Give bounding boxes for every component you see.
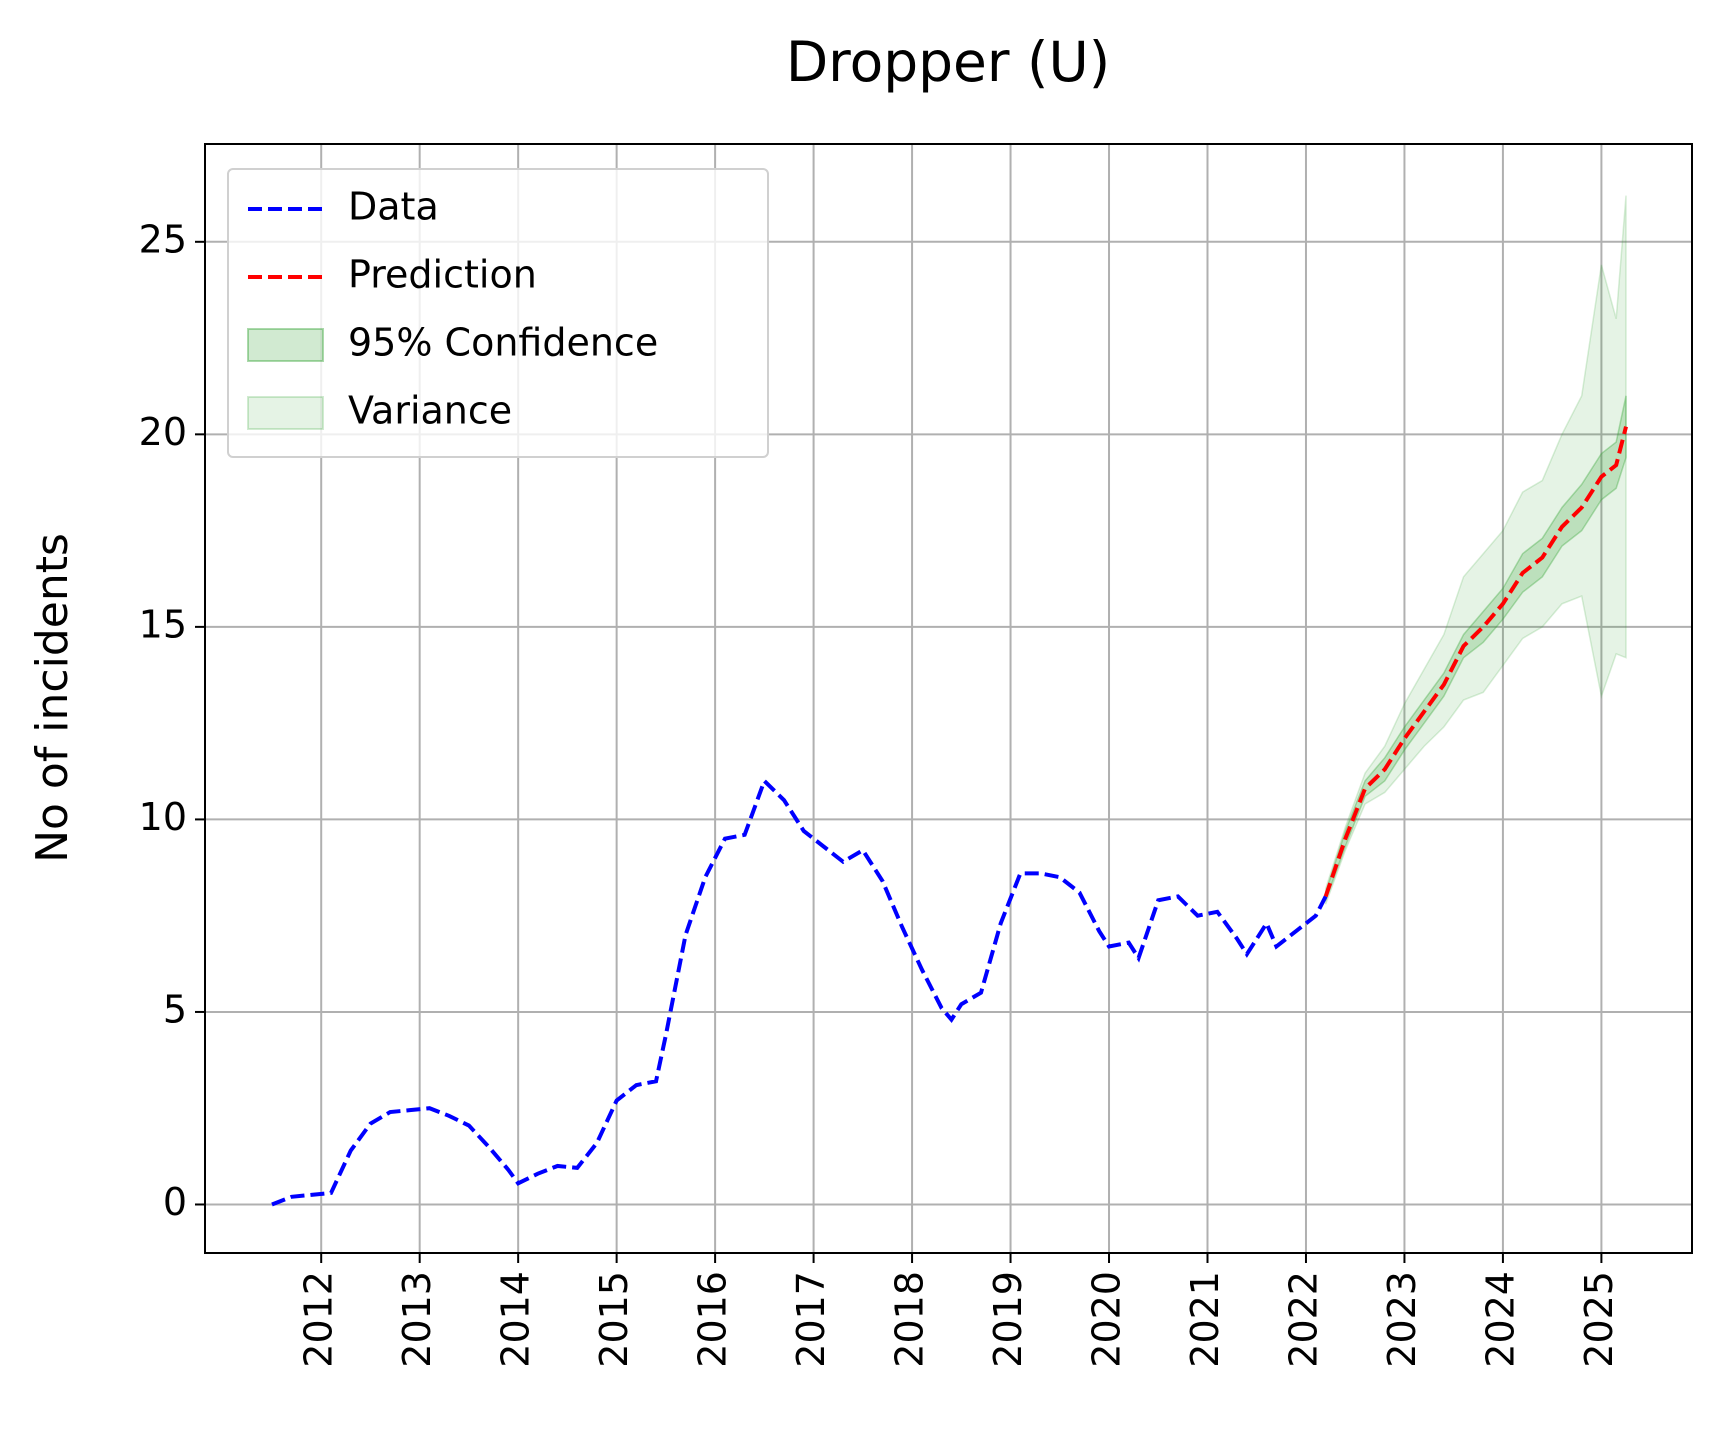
band — [1324, 395, 1627, 901]
y-tick-label: 20 — [139, 410, 187, 454]
x-tick-label: 2012 — [297, 1271, 341, 1368]
legend-label: Data — [348, 185, 439, 229]
x-tick-label: 2014 — [494, 1271, 538, 1368]
chart-title: Dropper (U) — [786, 30, 1110, 94]
x-tick-label: 2018 — [888, 1271, 932, 1368]
band — [1324, 195, 1627, 905]
legend-label: 95% Confidence — [348, 321, 658, 365]
y-tick-label: 0 — [163, 1180, 187, 1224]
x-tick-label: 2016 — [691, 1271, 735, 1368]
legend-swatch — [247, 396, 324, 430]
x-tick-label: 2013 — [395, 1271, 439, 1368]
data-line — [1323, 426, 1628, 898]
y-tick-label: 10 — [139, 795, 187, 839]
legend-swatch — [247, 328, 324, 362]
x-tick-label: 2015 — [592, 1271, 636, 1368]
x-tick-label: 2023 — [1380, 1271, 1424, 1368]
legend-box — [227, 168, 769, 458]
y-tick-label: 15 — [139, 602, 187, 646]
x-tick-label: 2024 — [1478, 1271, 1522, 1368]
x-tick-label: 2022 — [1281, 1271, 1325, 1368]
x-tick-label: 2021 — [1183, 1271, 1227, 1368]
x-tick-label: 2017 — [789, 1271, 833, 1368]
legend-label: Variance — [348, 389, 512, 433]
x-tick-label: 2020 — [1085, 1271, 1129, 1368]
legend-label: Prediction — [348, 253, 537, 297]
y-tick-label: 25 — [139, 217, 187, 261]
plot-frame — [204, 143, 1693, 1254]
y-axis-label: No of incidents — [27, 533, 78, 863]
y-tick-label: 5 — [163, 987, 187, 1031]
x-tick-label: 2025 — [1577, 1271, 1621, 1368]
data-line — [271, 777, 1328, 1207]
x-tick-label: 2019 — [986, 1271, 1030, 1368]
